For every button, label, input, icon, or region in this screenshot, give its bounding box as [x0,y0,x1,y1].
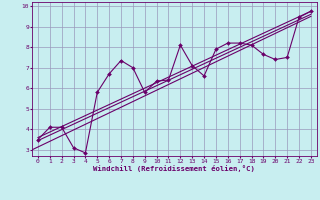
X-axis label: Windchill (Refroidissement éolien,°C): Windchill (Refroidissement éolien,°C) [93,165,255,172]
